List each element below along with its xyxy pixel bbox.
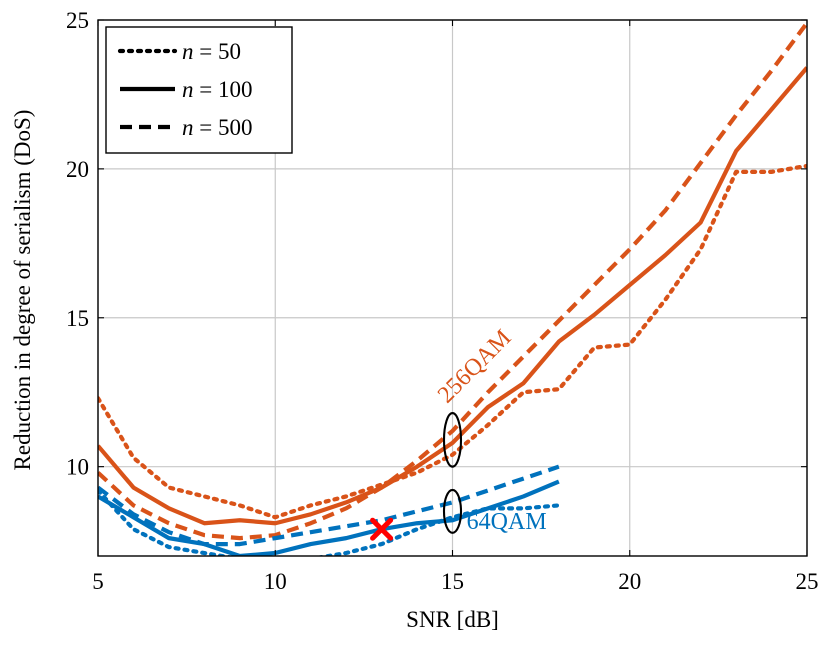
series-line-256qam-dotted [98, 163, 807, 520]
x-tick-label: 5 [92, 569, 104, 594]
x-tick-label: 25 [796, 569, 819, 594]
legend-entry-label: n = 50 [182, 39, 241, 64]
series-line-256qam-solid [98, 66, 807, 526]
series-line-64qam-solid [98, 479, 560, 556]
x-axis-label: SNR [dB] [406, 607, 499, 632]
y-tick-label: 25 [66, 8, 89, 33]
y-tick-label: 10 [66, 455, 89, 480]
optimal-point-marker [370, 517, 394, 541]
legend-value: = 50 [194, 39, 241, 64]
y-tick-label: 20 [66, 157, 89, 182]
y-tick-label: 15 [66, 306, 89, 331]
group-ellipse [442, 412, 463, 468]
x-tick-label: 10 [264, 569, 287, 594]
tick-layer: 5 10 15 20 25 10 15 20 25 [66, 8, 819, 594]
legend-value: = 500 [194, 115, 253, 140]
legend-variable: n [182, 115, 194, 140]
series-layer [98, 21, 807, 556]
y-axis-label: Reduction in degree of serialism (DoS) [10, 110, 35, 471]
legend-variable: n [182, 77, 194, 102]
legend-variable: n [182, 39, 194, 64]
x-tick-label: 15 [441, 569, 464, 594]
legend-entry-label: n = 500 [182, 115, 252, 140]
legend-value: = 100 [194, 77, 253, 102]
annotation-64qam: 64QAM [467, 509, 547, 535]
series-line-256qam-dashed [98, 21, 807, 541]
legend-entry-label: n = 100 [182, 77, 252, 102]
series-line-64qam-dashed [98, 464, 560, 547]
group-ellipse [442, 488, 463, 534]
x-tick-label: 20 [618, 569, 641, 594]
